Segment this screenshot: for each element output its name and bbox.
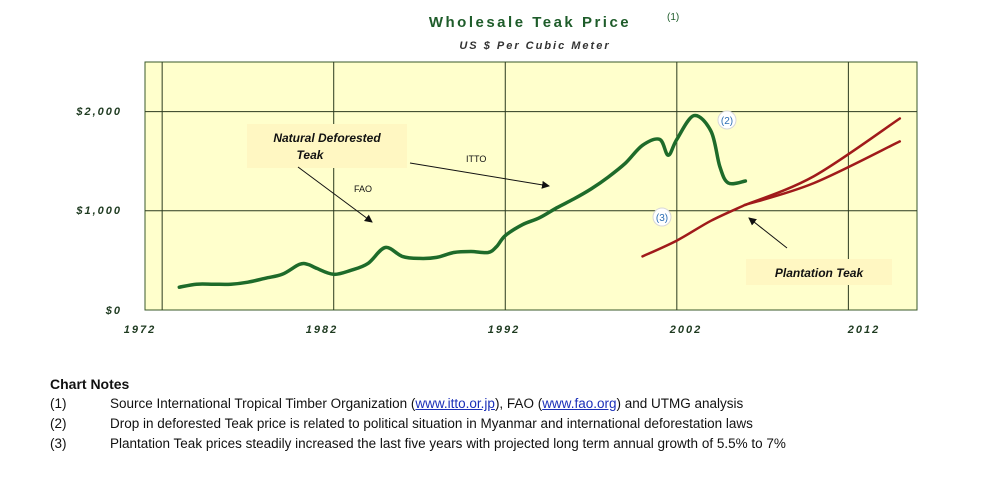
fao-arrow [297, 166, 373, 223]
teak-price-chart: Wholesale Teak Price (1) US $ Per Cubic … [75, 12, 918, 336]
note-text: Source International Tropical Timber Org… [110, 394, 970, 414]
natural-teak-label-line2: Teak [297, 148, 325, 162]
ref3-label: (3) [656, 213, 668, 224]
series-group [177, 113, 902, 289]
chart-notes: Chart Notes (1) Source International Tro… [50, 376, 970, 454]
ref3-marker [652, 207, 672, 227]
natural-teak-label-box [247, 124, 407, 168]
plantation-teak-price-line [744, 140, 902, 207]
note-number: (2) [50, 416, 67, 431]
note-text-part: Source International Tropical Timber Org… [110, 396, 416, 411]
x-tick-label: 1982 [306, 324, 338, 336]
y-tick-label: $1,000 [75, 205, 122, 217]
plantation-teak-price-line [744, 117, 902, 207]
x-tick-label: 1972 [124, 324, 156, 336]
chart-subtitle: US $ Per Cubic Meter [459, 40, 610, 52]
x-tick-label: 1992 [488, 324, 520, 336]
natural-teak-price-line [177, 113, 748, 289]
title-reference: (1) [667, 12, 679, 23]
plantation-label-box [746, 259, 892, 285]
y-axis-ticks: $0 $1,000 $2,000 [75, 106, 122, 317]
chart-notes-title: Chart Notes [50, 376, 130, 392]
annotations: Natural Deforested Teak FAO ITTO (2) (3)… [247, 110, 892, 285]
y-tick-label: $0 [105, 305, 122, 317]
note-row: (1) Source International Tropical Timber… [50, 394, 970, 414]
x-tick-label: 2012 [847, 324, 880, 336]
note-text-part: ), FAO ( [494, 396, 543, 411]
chart-title: Wholesale Teak Price [429, 14, 631, 31]
x-axis-ticks: 1972 1982 1992 2002 2012 [124, 324, 880, 336]
itto-label: ITTO [466, 154, 486, 164]
note-number: (1) [50, 396, 67, 411]
fao-link[interactable]: www.fao.org [542, 396, 617, 411]
note-text-part: ) and UTMG analysis [616, 396, 744, 411]
note-text: Plantation Teak prices steadily increase… [110, 436, 786, 451]
plantation-arrow [748, 217, 788, 249]
note-text: Drop in deforested Teak price is related… [110, 416, 753, 431]
note-number: (3) [50, 436, 67, 451]
grid-lines [145, 62, 917, 310]
y-tick-label: $2,000 [75, 106, 122, 118]
fao-label: FAO [354, 184, 372, 194]
ref2-marker [717, 110, 737, 130]
x-tick-label: 2002 [669, 324, 702, 336]
ref2-label: (2) [721, 116, 733, 127]
note-row: (2) Drop in deforested Teak price is rel… [50, 414, 970, 434]
plantation-teak-price-line [641, 203, 747, 258]
note-row: (3) Plantation Teak prices steadily incr… [50, 434, 970, 454]
natural-teak-label: Natural Deforested [273, 131, 381, 145]
itto-link[interactable]: www.itto.or.jp [415, 396, 495, 411]
itto-arrow [409, 162, 550, 189]
plantation-teak-label: Plantation Teak [775, 266, 865, 280]
